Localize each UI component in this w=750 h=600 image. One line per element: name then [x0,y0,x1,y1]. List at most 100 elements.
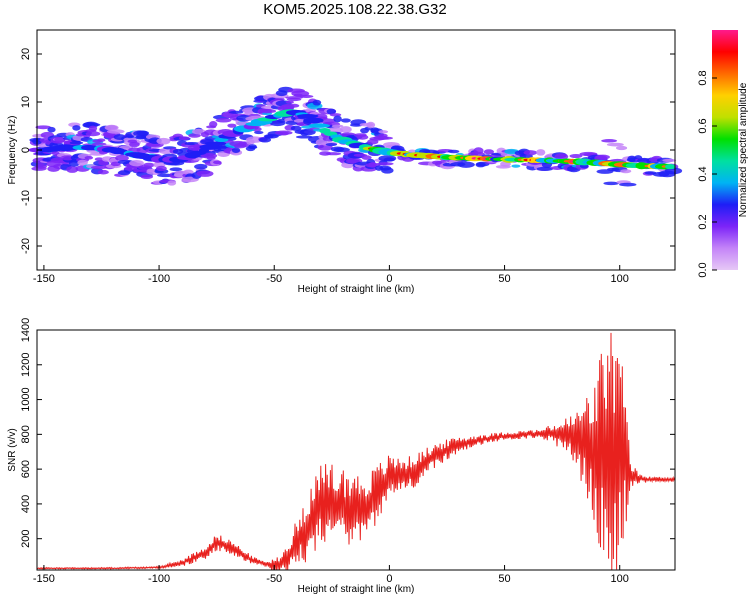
spectrogram-cell [215,118,232,123]
snr-frame [36,329,676,571]
spectrogram-cell [523,150,538,156]
spectrogram-cell [204,141,227,146]
spectrogram-cell [378,133,388,138]
spectrogram-cell [97,138,106,142]
y-tick-label: 10 [20,96,32,108]
spectrogram-cell [54,137,66,143]
spectrogram-cell [274,97,285,102]
y-tick-label: -20 [20,238,32,254]
spectrogram-cell [104,124,119,131]
spectrogram-cell [664,164,676,170]
spectrogram-cell [377,136,393,140]
spectrogram-cell [356,134,369,140]
x-tick-label: -150 [33,573,55,585]
spectrogram-cell [88,125,98,132]
spectrogram-cell [536,149,546,156]
spectrogram-cell [662,158,677,163]
spectrogram-cell [601,139,618,143]
spectrogram-cell [308,123,330,128]
chart-title: KOM5.2025.108.22.38.G32 [263,1,446,18]
spectrogram-cell [285,100,294,104]
colorbar-tick-label: 0.2 [697,214,709,229]
spectrogram-cell [72,125,81,131]
spectrogram-cell [106,129,125,134]
spectrogram-cell [620,169,632,174]
spectrogram-cell [245,136,264,143]
spectrogram-cell [333,115,342,123]
spectrogram-cells [28,86,683,187]
spectrogram-cell [483,149,495,155]
y-tick-label: 400 [20,495,32,513]
y-tick-label: -10 [20,190,32,206]
spectrogram-cell [366,121,376,129]
spectrogram-cell [35,163,48,169]
colorbar-tick-label: 0.8 [697,70,709,85]
snr-x-axis-label: Height of straight line (km) [298,584,415,595]
y-tick-label: 1400 [20,318,32,342]
snr-panel: -150 -100 -50 0 50 100 200 400 600 800 1000 1200 14… [7,318,676,595]
spectrogram-cell [209,121,218,128]
snr-x-ticks: -150 -100 -50 0 50 100 [33,565,629,585]
spectrogram-cell [188,133,201,138]
x-tick-label: -50 [266,273,282,285]
spectrogram-cell [84,155,94,160]
spectrogram-cell [378,130,389,134]
y-tick-label: 200 [20,530,32,548]
spectrogram-cell [340,118,351,123]
spectrogram-cell [554,153,569,160]
y-tick-label: 600 [20,460,32,478]
spectrogram-cell [333,147,350,153]
y-tick-label: 20 [20,48,32,60]
spectrogram-cell [194,163,208,170]
spectrogram-cell [178,136,190,141]
spectrogram-cell [383,157,396,162]
spectrogram-cell [158,147,173,155]
spectrogram-cell [312,99,322,106]
spectrogram-cell [136,130,150,136]
x-tick-label: -50 [266,573,282,585]
y-tick-label: 0 [20,147,32,153]
snr-series-line [36,332,676,570]
spectrogram-cell [47,126,56,133]
spectrogram-cell [167,180,177,186]
spectrogram-cell [254,130,264,135]
x-tick-label: -100 [148,573,170,585]
spectrogram-cell [91,142,107,146]
spectrogram-cell [228,110,244,114]
x-tick-label: 100 [611,573,629,585]
spectrogram-cell [206,155,216,161]
spectrogram-cell [569,154,583,159]
spectrogram-y-ticks: -20 -10 0 10 20 [20,48,675,254]
spectrogram-cell [288,103,300,108]
x-tick-label: 0 [386,273,392,285]
colorbar-label: Normalized spectral amplitude [738,82,749,217]
spectrogram-cell [66,166,79,173]
spectrogram-cell [325,152,342,156]
spectrogram-cell [274,130,293,135]
spectrogram-cell [595,154,610,160]
spectrogram-cell [615,145,628,151]
colorbar-gradient [712,30,738,270]
spectrogram-cell [606,142,624,147]
spectrogram-cell [156,137,171,145]
spectrogram-cell [457,161,475,168]
spectrogram-cell [169,167,183,172]
spectrogram-cell [69,141,84,145]
spectrogram-cell [35,125,51,130]
spectrogram-cell [115,155,129,162]
snr-y-axis-label: SNR (v/v) [7,428,18,471]
spectrogram-cell [511,164,521,168]
spectrogram-cell [296,114,319,119]
y-tick-label: 1000 [20,387,32,411]
spectrogram-cell [361,155,372,160]
spectrogram-x-ticks: -150 -100 -50 0 50 100 [33,265,629,285]
colorbar-tick-label: 0.0 [697,262,709,277]
spectrogram-cell [140,174,154,180]
spectrogram-y-axis-label: Frequency (Hz) [7,116,18,185]
spectrogram-cell [376,162,394,166]
x-tick-label: 100 [611,273,629,285]
spectrogram-cell [286,97,302,102]
x-tick-label: -150 [33,273,55,285]
spectrogram-cell [227,123,237,128]
